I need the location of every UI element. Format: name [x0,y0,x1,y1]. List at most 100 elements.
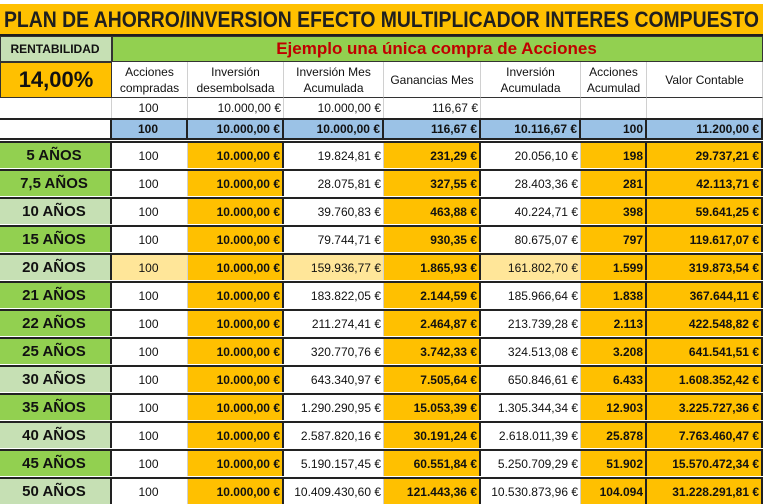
table-cell[interactable]: 80.675,07 € [481,227,581,252]
table-cell[interactable]: 12.903 [581,395,647,420]
table-cell[interactable]: 1.290.290,95 € [284,395,384,420]
table-cell[interactable]: 3.742,33 € [384,339,481,364]
table-cell[interactable]: 797 [581,227,647,252]
table-cell[interactable]: 100 [112,199,188,224]
column-header[interactable]: Acciones compradas [112,62,188,98]
table-cell[interactable]: 10.000,00 € [188,423,284,448]
table-cell[interactable]: 211.274,41 € [284,311,384,336]
row-label[interactable]: 15 AÑOS [0,227,112,252]
row-label[interactable]: 20 AÑOS [0,255,112,280]
table-cell[interactable]: 15.053,39 € [384,395,481,420]
table-cell[interactable] [647,98,763,118]
row-label[interactable]: 25 AÑOS [0,339,112,364]
table-cell[interactable] [481,98,581,118]
table-cell[interactable]: 1.865,93 € [384,255,481,280]
row-label[interactable]: 45 AÑOS [0,451,112,476]
table-cell[interactable]: 10.000,00 € [188,395,284,420]
table-cell[interactable]: 100 [112,339,188,364]
table-cell[interactable]: 100 [112,423,188,448]
table-cell[interactable]: 100 [112,283,188,308]
table-cell[interactable]: 930,35 € [384,227,481,252]
table-cell[interactable]: 25.878 [581,423,647,448]
column-header[interactable]: Inversión Mes Acumulada [284,62,384,98]
table-cell[interactable]: 3.225.727,36 € [647,395,763,420]
table-cell[interactable]: 463,88 € [384,199,481,224]
table-cell[interactable]: 100 [112,171,188,196]
table-cell[interactable]: 161.802,70 € [481,255,581,280]
table-cell[interactable]: 104.094 [581,479,647,504]
table-cell[interactable]: 121.443,36 € [384,479,481,504]
table-cell[interactable]: 19.824,81 € [284,143,384,168]
table-cell[interactable]: 100 [112,143,188,168]
table-cell[interactable]: 1.305.344,34 € [481,395,581,420]
table-cell[interactable]: 100 [112,367,188,392]
table-cell[interactable]: 10.000,00 € [188,479,284,504]
table-cell[interactable]: 6.433 [581,367,647,392]
table-cell[interactable]: 51.902 [581,451,647,476]
table-cell[interactable]: 20.056,10 € [481,143,581,168]
row-label[interactable]: 21 AÑOS [0,283,112,308]
table-cell[interactable]: 31.228.291,81 € [647,479,763,504]
table-cell[interactable]: 30.191,24 € [384,423,481,448]
rentabilidad-label[interactable]: RENTABILIDAD [0,36,112,62]
column-header[interactable]: Inversión Acumulada [481,62,581,98]
table-cell[interactable]: 320.770,76 € [284,339,384,364]
table-cell[interactable]: 28.075,81 € [284,171,384,196]
table-cell[interactable]: 324.513,08 € [481,339,581,364]
table-cell[interactable]: 281 [581,171,647,196]
table-cell[interactable]: 11.200,00 € [647,120,763,138]
table-cell[interactable]: 159.936,77 € [284,255,384,280]
subtitle[interactable]: Ejemplo una única compra de Acciones [112,36,763,62]
table-cell[interactable]: 643.340,97 € [284,367,384,392]
table-cell[interactable]: 100 [112,395,188,420]
table-cell[interactable]: 327,55 € [384,171,481,196]
table-cell[interactable]: 10.000,00 € [188,143,284,168]
row-label[interactable]: 40 AÑOS [0,423,112,448]
table-cell[interactable]: 10.000,00 € [188,339,284,364]
table-cell[interactable]: 1.599 [581,255,647,280]
table-cell[interactable]: 60.551,84 € [384,451,481,476]
table-cell[interactable]: 10.000,00 € [188,98,284,118]
table-cell[interactable]: 2.587.820,16 € [284,423,384,448]
table-cell[interactable]: 10.000,00 € [188,227,284,252]
table-cell[interactable]: 2.464,87 € [384,311,481,336]
column-header[interactable]: Acciones Acumulad [581,62,647,98]
table-cell[interactable]: 10.000,00 € [284,120,384,138]
table-cell[interactable]: 10.000,00 € [188,451,284,476]
table-cell[interactable]: 5.250.709,29 € [481,451,581,476]
table-cell[interactable]: 10.000,00 € [188,199,284,224]
table-cell[interactable]: 29.737,21 € [647,143,763,168]
rentabilidad-value[interactable]: 14,00% [0,62,112,98]
row-label[interactable]: 35 AÑOS [0,395,112,420]
table-cell[interactable]: 3.208 [581,339,647,364]
sheet-title[interactable]: PLAN DE AHORRO/INVERSION EFECTO MULTIPLI… [4,7,759,32]
table-cell[interactable]: 10.000,00 € [188,171,284,196]
table-cell[interactable]: 1.838 [581,283,647,308]
table-cell[interactable]: 39.760,83 € [284,199,384,224]
table-cell[interactable]: 198 [581,143,647,168]
empty-cell[interactable] [0,120,112,138]
table-cell[interactable]: 10.000,00 € [188,367,284,392]
table-cell[interactable]: 213.739,28 € [481,311,581,336]
table-cell[interactable]: 10.000,00 € [188,255,284,280]
table-cell[interactable]: 10.000,00 € [284,98,384,118]
table-cell[interactable]: 10.530.873,96 € [481,479,581,504]
row-label[interactable]: 22 AÑOS [0,311,112,336]
table-cell[interactable]: 7.505,64 € [384,367,481,392]
table-cell[interactable]: 2.144,59 € [384,283,481,308]
table-cell[interactable]: 185.966,64 € [481,283,581,308]
table-cell[interactable]: 100 [581,120,647,138]
table-cell[interactable]: 100 [112,311,188,336]
table-cell[interactable]: 231,29 € [384,143,481,168]
table-cell[interactable]: 116,67 € [384,120,481,138]
table-cell[interactable]: 100 [112,227,188,252]
table-cell[interactable]: 2.618.011,39 € [481,423,581,448]
column-header[interactable]: Ganancias Mes [384,62,481,98]
table-cell[interactable]: 7.763.460,47 € [647,423,763,448]
table-cell[interactable]: 183.822,05 € [284,283,384,308]
table-cell[interactable]: 641.541,51 € [647,339,763,364]
table-cell[interactable]: 10.000,00 € [188,311,284,336]
table-cell[interactable]: 10.116,67 € [481,120,581,138]
row-label[interactable]: 7,5 AÑOS [0,171,112,196]
table-cell[interactable]: 5.190.157,45 € [284,451,384,476]
